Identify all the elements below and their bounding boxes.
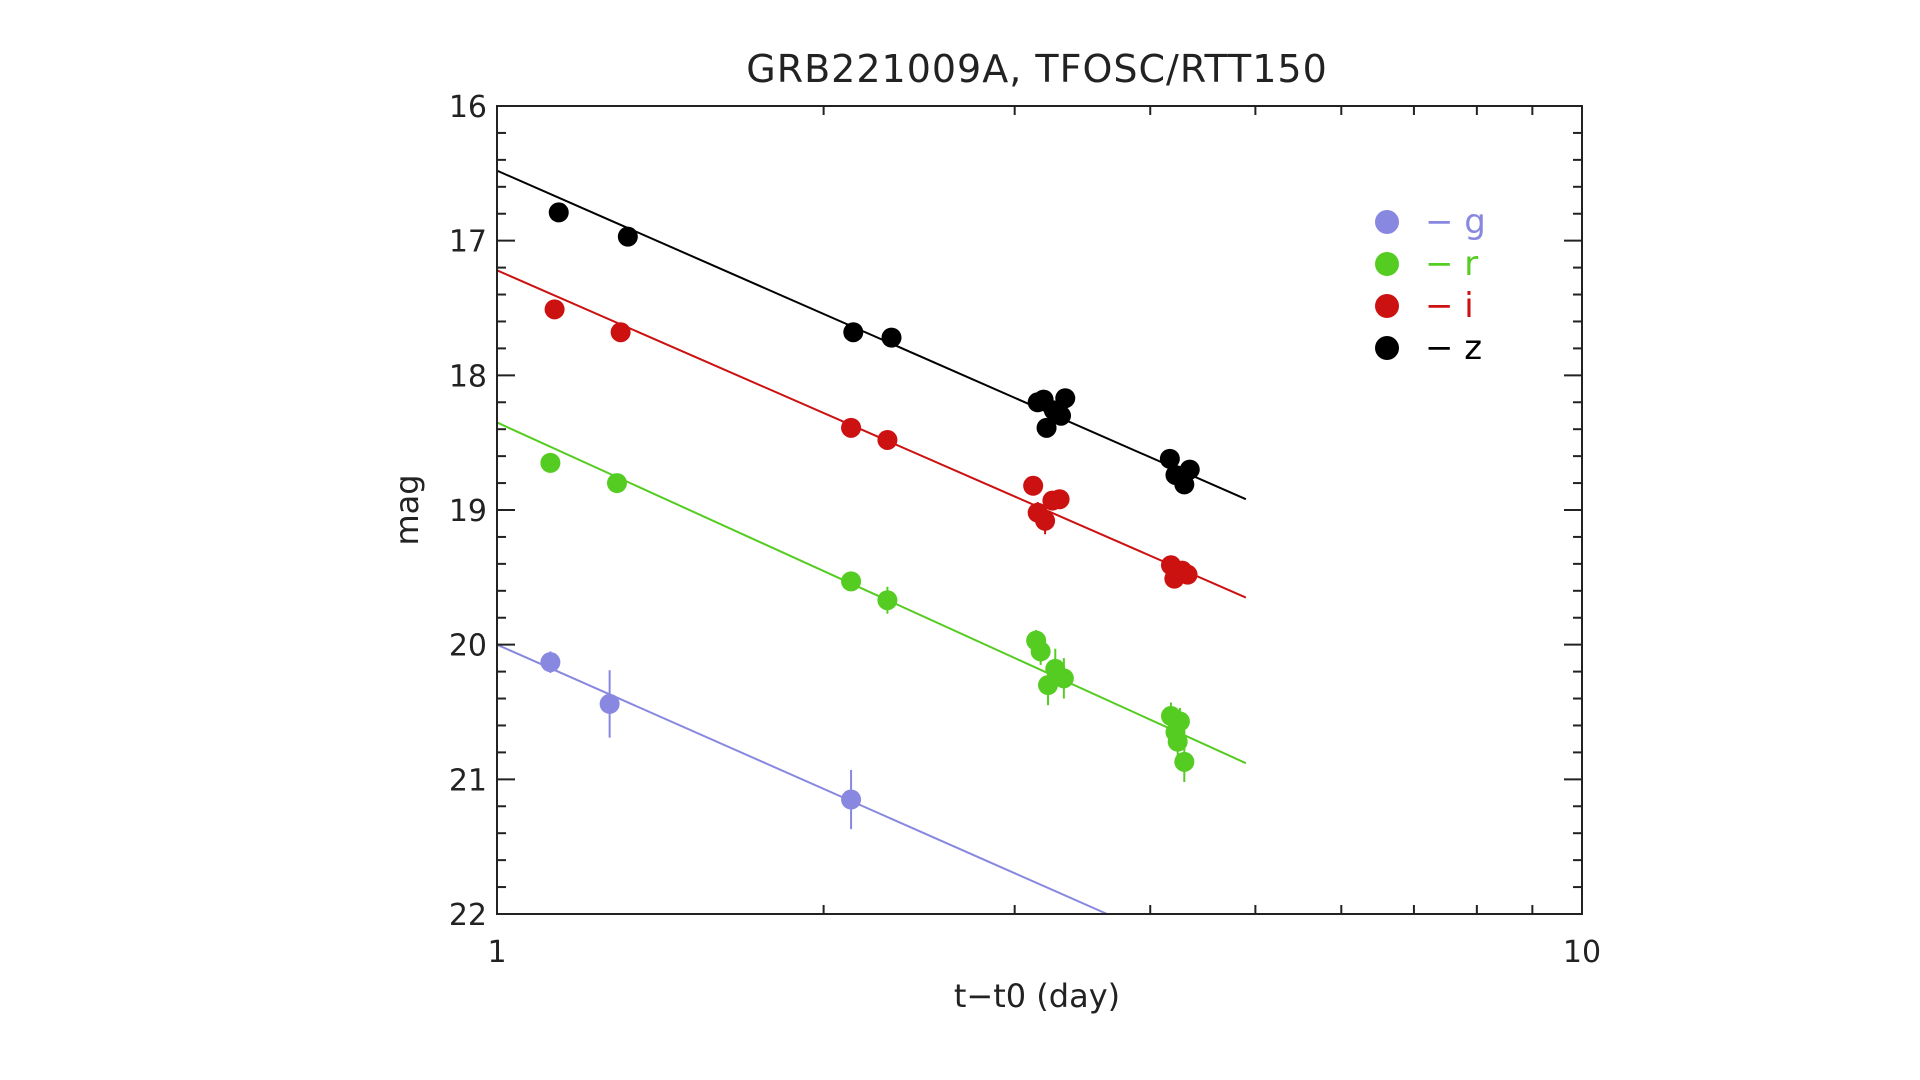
y-tick-label: 22 (449, 898, 487, 933)
data-point-z (1055, 388, 1076, 409)
data-point-i (877, 429, 898, 450)
data-point-r (1030, 641, 1051, 662)
y-tick-label: 18 (449, 359, 487, 394)
data-point-r (841, 571, 862, 592)
data-point-i (1049, 489, 1070, 510)
fit-line-z (496, 169, 1247, 501)
y-axis-label: mag (388, 474, 426, 545)
y-tick-label: 20 (449, 629, 487, 664)
data-point-g (540, 652, 561, 673)
y-tick-label: 16 (449, 90, 487, 125)
data-point-r (1053, 668, 1074, 689)
error-bars (549, 208, 1191, 830)
data-points (540, 202, 1200, 810)
data-point-i (1177, 564, 1198, 585)
tick-labels: 16 17 18 19 20 21 221 10 (449, 90, 1601, 970)
fit-line-i (496, 269, 1247, 599)
data-point-z (1159, 448, 1180, 469)
legend-marker-r (1375, 252, 1399, 276)
data-point-r (540, 452, 561, 473)
data-point-i (841, 417, 862, 438)
data-point-g (841, 789, 862, 810)
y-tick-label: 17 (449, 225, 487, 260)
x-tick-label: 1 (487, 935, 506, 970)
data-point-z (881, 327, 902, 348)
data-point-z (1036, 417, 1057, 438)
data-point-r (1169, 711, 1190, 732)
x-tick-label: 10 (1563, 935, 1601, 970)
legend-label-i: − i (1425, 286, 1474, 326)
x-axis-label: t−t0 (day) (954, 977, 1120, 1015)
data-point-r (877, 590, 898, 611)
legend-marker-z (1375, 336, 1399, 360)
legend-marker-i (1375, 294, 1399, 318)
data-point-z (1179, 459, 1200, 480)
data-point-z (1051, 405, 1072, 426)
legend-marker-g (1375, 210, 1399, 234)
data-point-i (1035, 510, 1056, 531)
data-point-z (548, 202, 569, 223)
axis-ticks (496, 105, 1583, 915)
data-point-r (1167, 731, 1188, 752)
legend-label-r: − r (1425, 244, 1478, 284)
fit-line-g (496, 643, 1108, 915)
legend-label-g: − g (1425, 202, 1486, 242)
data-point-i (1023, 475, 1044, 496)
data-point-i (544, 299, 565, 320)
data-point-z (617, 226, 638, 247)
data-point-z (843, 322, 864, 343)
y-tick-label: 21 (449, 763, 487, 798)
data-point-i (610, 322, 631, 343)
data-point-r (1038, 675, 1059, 696)
data-point-g (599, 693, 620, 714)
data-point-r (606, 473, 627, 494)
legend-label-z: − z (1425, 328, 1482, 368)
data-point-r (1174, 751, 1195, 772)
chart-title: GRB221009A, TFOSC/RTT150 (746, 47, 1328, 91)
fit-lines (496, 169, 1247, 915)
y-tick-label: 19 (449, 494, 487, 529)
legend: − g− r− i− z (1375, 202, 1486, 368)
